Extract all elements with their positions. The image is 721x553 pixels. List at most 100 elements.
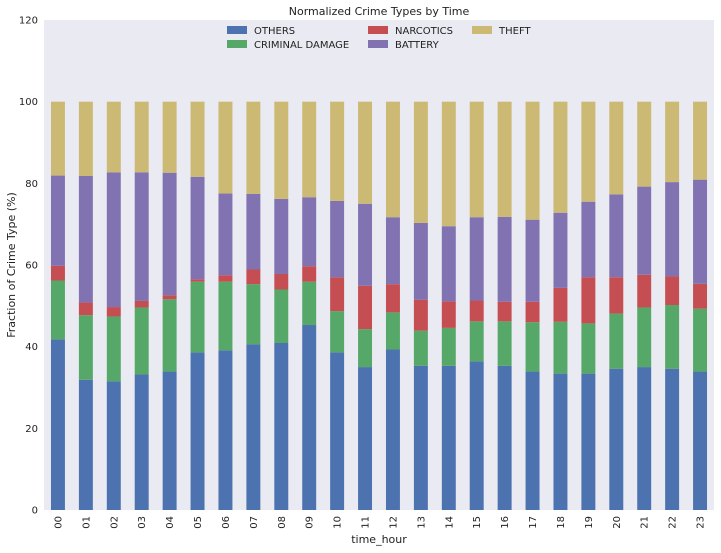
bar-narcotics-07 <box>246 269 261 285</box>
x-tick-label: 19 <box>584 516 595 529</box>
bar-criminal-damage-16 <box>497 321 512 366</box>
bar-battery-05 <box>190 176 205 280</box>
bar-others-07 <box>246 344 261 510</box>
bar-theft-03 <box>134 101 149 173</box>
bar-theft-09 <box>302 101 317 198</box>
bar-others-05 <box>190 352 205 510</box>
bar-criminal-damage-02 <box>106 316 121 382</box>
bar-others-06 <box>218 350 233 510</box>
bar-narcotics-09 <box>302 266 317 282</box>
bar-criminal-damage-07 <box>246 284 261 345</box>
y-tick-label: 120 <box>19 16 38 27</box>
x-tick-label: 03 <box>137 516 148 529</box>
bar-theft-16 <box>497 101 512 217</box>
bar-others-14 <box>441 365 456 510</box>
bar-battery-09 <box>302 197 317 267</box>
bar-criminal-damage-13 <box>413 330 428 366</box>
legend-swatch-others <box>227 26 247 34</box>
bar-battery-18 <box>553 212 568 288</box>
bar-criminal-damage-09 <box>302 281 317 326</box>
bar-theft-07 <box>246 101 261 194</box>
bar-criminal-damage-14 <box>441 327 456 366</box>
bar-theft-23 <box>693 101 708 180</box>
bar-theft-06 <box>218 101 233 194</box>
x-tick-label: 16 <box>500 516 511 529</box>
x-tick-label: 17 <box>528 516 539 529</box>
bar-battery-11 <box>358 203 373 286</box>
legend-swatch-criminal-damage <box>227 40 247 48</box>
bar-criminal-damage-18 <box>553 321 568 374</box>
plot-area <box>44 20 714 510</box>
bar-narcotics-14 <box>441 301 456 328</box>
bars-group <box>50 101 708 510</box>
x-tick-label: 14 <box>444 516 455 529</box>
bar-theft-21 <box>637 101 652 187</box>
bar-battery-10 <box>330 200 345 278</box>
chart-title: Normalized Crime Types by Time <box>289 5 470 18</box>
bar-theft-04 <box>162 101 177 173</box>
bar-criminal-damage-04 <box>162 299 177 372</box>
x-tick-label: 22 <box>668 516 679 529</box>
bar-others-15 <box>469 361 484 510</box>
bar-narcotics-01 <box>78 302 93 316</box>
bar-criminal-damage-05 <box>190 281 205 353</box>
y-tick-label: 20 <box>25 424 38 435</box>
bar-criminal-damage-21 <box>637 307 652 368</box>
bar-narcotics-11 <box>358 285 373 330</box>
legend-label-criminal-damage: CRIMINAL DAMAGE <box>254 40 349 51</box>
bar-narcotics-19 <box>581 277 596 324</box>
bar-narcotics-17 <box>525 301 540 323</box>
bar-battery-13 <box>413 222 428 300</box>
x-tick-label: 06 <box>221 516 232 529</box>
bar-battery-16 <box>497 216 512 302</box>
bar-criminal-damage-01 <box>78 315 93 380</box>
bar-narcotics-04 <box>162 295 177 300</box>
y-tick-label: 0 <box>32 506 38 517</box>
legend-label-others: OTHERS <box>254 26 295 37</box>
legend-swatch-theft <box>472 26 492 34</box>
bar-narcotics-22 <box>665 276 680 306</box>
y-tick-label: 60 <box>25 261 38 272</box>
bar-theft-01 <box>78 101 93 176</box>
x-tick-label: 10 <box>333 516 344 529</box>
bar-others-09 <box>302 325 317 510</box>
x-tick-label: 05 <box>193 516 204 529</box>
x-tick-label: 01 <box>81 516 92 529</box>
bar-theft-15 <box>469 101 484 218</box>
bar-theft-13 <box>413 101 428 223</box>
bar-battery-22 <box>665 182 680 277</box>
bar-theft-19 <box>581 101 596 202</box>
bar-theft-05 <box>190 101 205 177</box>
bar-others-10 <box>330 352 345 510</box>
bar-battery-04 <box>162 172 177 296</box>
bar-others-20 <box>609 368 624 510</box>
bar-narcotics-03 <box>134 300 149 308</box>
bar-narcotics-20 <box>609 277 624 314</box>
legend: OTHERS CRIMINAL DAMAGE NARCOTICS BATTERY THE… <box>227 26 532 51</box>
bar-battery-17 <box>525 219 540 302</box>
bar-others-00 <box>50 339 65 510</box>
bar-criminal-damage-10 <box>330 311 345 353</box>
bar-others-16 <box>497 365 512 510</box>
x-tick-label: 04 <box>165 516 176 529</box>
x-tick-label: 23 <box>696 516 707 529</box>
bar-criminal-damage-17 <box>525 322 540 372</box>
bar-criminal-damage-08 <box>274 289 289 343</box>
x-tick-label: 13 <box>416 516 427 529</box>
x-tick-label: 02 <box>109 516 120 529</box>
bar-narcotics-08 <box>274 273 289 290</box>
bar-others-04 <box>162 371 177 510</box>
bar-narcotics-02 <box>106 307 121 317</box>
bar-narcotics-10 <box>330 277 345 312</box>
bar-narcotics-13 <box>413 299 428 331</box>
x-tick-label: 20 <box>612 516 623 529</box>
bar-narcotics-06 <box>218 275 233 282</box>
bar-criminal-damage-23 <box>693 308 708 372</box>
bar-battery-14 <box>441 226 456 302</box>
bar-criminal-damage-03 <box>134 307 149 375</box>
bar-narcotics-00 <box>50 265 65 281</box>
bar-battery-02 <box>106 172 121 308</box>
x-tick-label: 07 <box>249 516 260 529</box>
bar-narcotics-21 <box>637 274 652 308</box>
